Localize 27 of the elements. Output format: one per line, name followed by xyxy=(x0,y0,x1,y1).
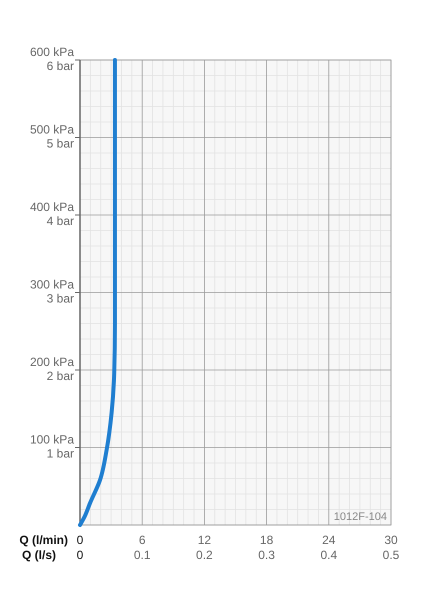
y-tick-label: 300 kPa xyxy=(30,278,74,292)
x2-axis-title: Q (l/s) xyxy=(22,548,56,562)
y2-tick-label: 6 bar xyxy=(46,59,74,73)
x-tick-label: 6 xyxy=(138,533,146,547)
x-tick-label: 30 xyxy=(384,533,398,547)
y2-tick-label: 5 bar xyxy=(46,136,74,150)
y2-tick-label: 1 bar xyxy=(46,446,74,460)
y-tick-label: 600 kPa xyxy=(30,45,74,59)
x2-tick-label: 0.5 xyxy=(382,548,400,562)
x-tick-label: 18 xyxy=(260,533,274,547)
x2-tick-label: 0.2 xyxy=(196,548,214,562)
x2-tick-label: 0.3 xyxy=(258,548,276,562)
y2-tick-label: 2 bar xyxy=(46,369,74,383)
x-tick-label: 24 xyxy=(322,533,336,547)
x2-tick-label: 0.4 xyxy=(320,548,338,562)
x-tick-label: 0 xyxy=(76,533,84,547)
y-tick-label: 500 kPa xyxy=(30,122,74,136)
x-tick-label: 12 xyxy=(198,533,212,547)
y2-tick-label: 3 bar xyxy=(46,292,74,306)
x2-tick-label: 0 xyxy=(76,548,84,562)
y-tick-label: 100 kPa xyxy=(30,432,74,446)
x-axis-title: Q (l/min) xyxy=(19,533,68,547)
x2-tick-label: 0.1 xyxy=(134,548,151,562)
y-tick-label: 400 kPa xyxy=(30,200,74,214)
y-tick-label: 200 kPa xyxy=(30,355,74,369)
annotation: 1012F-104 xyxy=(334,511,387,523)
y2-tick-label: 4 bar xyxy=(46,214,74,228)
